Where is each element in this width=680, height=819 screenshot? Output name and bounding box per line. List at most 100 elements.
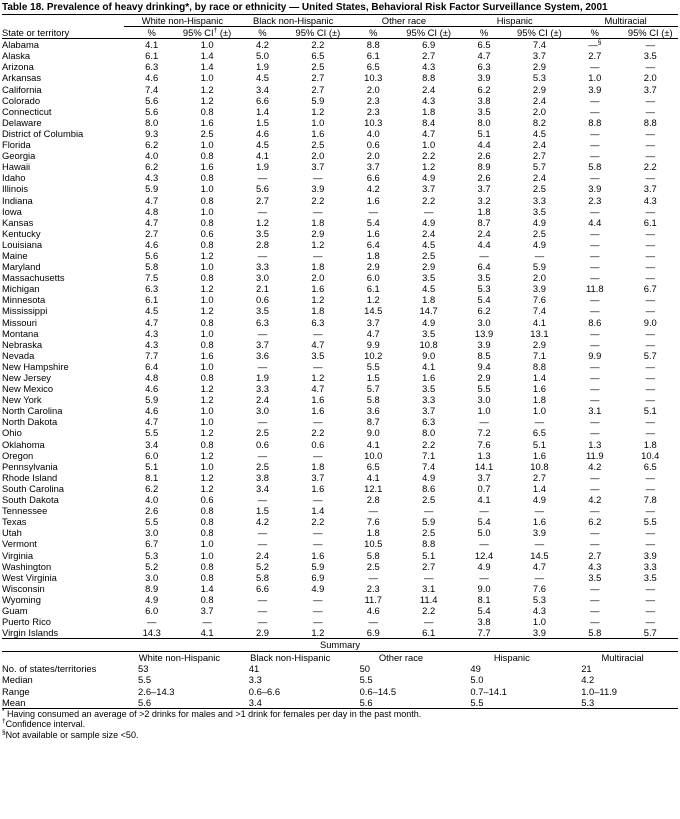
cell: 0.6: [200, 227, 214, 239]
cell: 2.5: [422, 249, 436, 261]
cell: 2.2: [422, 150, 436, 162]
row-label: New York: [2, 394, 42, 406]
cell: 2.2: [311, 427, 325, 439]
cell: 2.2: [422, 194, 436, 206]
cell: 1.4: [532, 482, 546, 494]
cell: 4.3: [145, 338, 159, 350]
cell: —: [590, 360, 600, 372]
cell: 5.8: [366, 549, 380, 561]
cell: 1.0: [532, 405, 546, 417]
cell: —: [423, 205, 434, 217]
cell: 5.6: [145, 105, 159, 117]
row-label: Utah: [2, 527, 22, 539]
cell: 5.5: [643, 516, 657, 528]
cell: 1.6: [422, 372, 436, 383]
main-table: White non-Hispanic Black non-Hispanic Othe…: [2, 15, 678, 638]
cell: 1.0: [532, 616, 546, 628]
data-row: South Dakota 4.0 0.6 — — 2.8 2.5 4.1 4.9 4.2 7.8: [2, 494, 678, 505]
data-row: Indiana 4.7 0.8 2.7 2.2 1.6 2.2 3.2 3.3 2.3 4.3: [2, 195, 678, 206]
cell: 6.4: [145, 360, 159, 372]
cell: 4.9: [145, 593, 159, 605]
cell: 0.8: [200, 593, 214, 605]
cell: 5.8: [588, 627, 602, 639]
cell: 5.1: [532, 438, 546, 450]
corner: [2, 15, 124, 27]
cell: 4.3: [422, 61, 436, 73]
row-label: Maryland: [2, 261, 41, 273]
cell: —: [645, 471, 655, 483]
cell: 1.4: [200, 61, 214, 73]
row-label: New Hampshire: [2, 360, 69, 372]
cell: 6.4: [477, 261, 491, 273]
data-row: District of Columbia 9.3 2.5 4.6 1.6 4.0 4.7 5.…: [2, 128, 678, 139]
cell: 3.5: [477, 272, 491, 284]
row-label: Colorado: [2, 94, 41, 106]
cell: 1.0: [200, 294, 214, 306]
cell: 4.5: [145, 305, 159, 317]
row-label: Massachusetts: [2, 272, 65, 284]
cell: 3.8: [477, 616, 491, 628]
cell: 9.0: [366, 427, 380, 439]
cell: 0.8: [200, 105, 214, 117]
cell: 4.9: [532, 494, 546, 506]
cell: 3.4: [248, 696, 262, 708]
row-label: Vermont: [2, 538, 37, 550]
cell: —: [645, 505, 655, 517]
cell: —: [590, 227, 600, 239]
cell: 1.8: [366, 527, 380, 539]
row-label: Pennsylvania: [2, 460, 58, 472]
cell: 1.0: [200, 360, 214, 372]
summary-row: Median 5.5 3.3 5.5 5.0 4.2: [2, 674, 678, 685]
cell: 1.2: [255, 216, 269, 228]
cell: 7.6: [477, 438, 491, 450]
data-row: Texas 5.5 0.8 4.2 2.2 7.6 5.9 5.4 1.6 6.2 5.5: [2, 516, 678, 527]
cell: 1.0: [422, 139, 436, 151]
cell: 3.7: [366, 316, 380, 328]
cell: —: [590, 238, 600, 250]
cell: 1.6: [311, 394, 325, 406]
cell: 5.9: [145, 394, 159, 406]
cell: —: [645, 527, 655, 539]
cell: 2.5: [255, 427, 269, 439]
cell: 13.9: [474, 327, 494, 339]
cell: 6.1: [643, 216, 657, 228]
cell: 3.5: [422, 327, 436, 339]
cell: —: [645, 272, 655, 284]
cell: 5.8: [145, 261, 159, 273]
cell: 1.9: [255, 161, 269, 173]
cell: —: [257, 538, 268, 550]
cell: 4.3: [532, 604, 546, 616]
cell: 7.5: [145, 272, 159, 284]
cell: 1.9: [255, 372, 269, 383]
cell: 4.2: [255, 39, 269, 51]
cell: 3.0: [145, 571, 159, 583]
cell: 10.0: [364, 449, 383, 461]
data-row: New York 5.9 1.2 2.4 1.6 5.8 3.3 3.0 1.8 — —: [2, 394, 678, 405]
cell: 6.5: [532, 427, 546, 439]
cell: 10.2: [364, 349, 383, 361]
data-row: California 7.4 1.2 3.4 2.7 2.0 2.4 6.2 2.9 3.9 3.7: [2, 84, 678, 95]
header-row: White non-Hispanic Black non-Hispanic Othe…: [2, 15, 678, 28]
note-mark: *: [2, 707, 5, 715]
cell: 2.0: [532, 105, 546, 117]
cell: 4.2: [581, 674, 595, 686]
cell: 7.7: [145, 349, 159, 361]
cell: 2.6–14.3: [138, 685, 175, 697]
data-row: Puerto Rico — — — — — — 3.8 1.0 — —: [2, 616, 678, 627]
cell: —: [257, 327, 268, 339]
column-header: 95% CI (±): [400, 26, 457, 40]
cell: —: [590, 616, 600, 628]
cell: —: [257, 616, 268, 628]
cell: 5.8: [366, 394, 380, 406]
cell: 1.6: [200, 116, 214, 128]
cell: 1.5: [255, 505, 269, 517]
cell: 5.3: [532, 72, 546, 84]
cell: —: [645, 61, 655, 73]
cell: 3.5: [422, 383, 436, 395]
cell: 3.9: [311, 183, 325, 195]
cell: 2.0: [532, 272, 546, 284]
cell: 3.3: [255, 261, 269, 273]
row-label: South Carolina: [2, 482, 65, 494]
row-label: Idaho: [2, 172, 26, 184]
cell: 0.8: [200, 216, 214, 228]
